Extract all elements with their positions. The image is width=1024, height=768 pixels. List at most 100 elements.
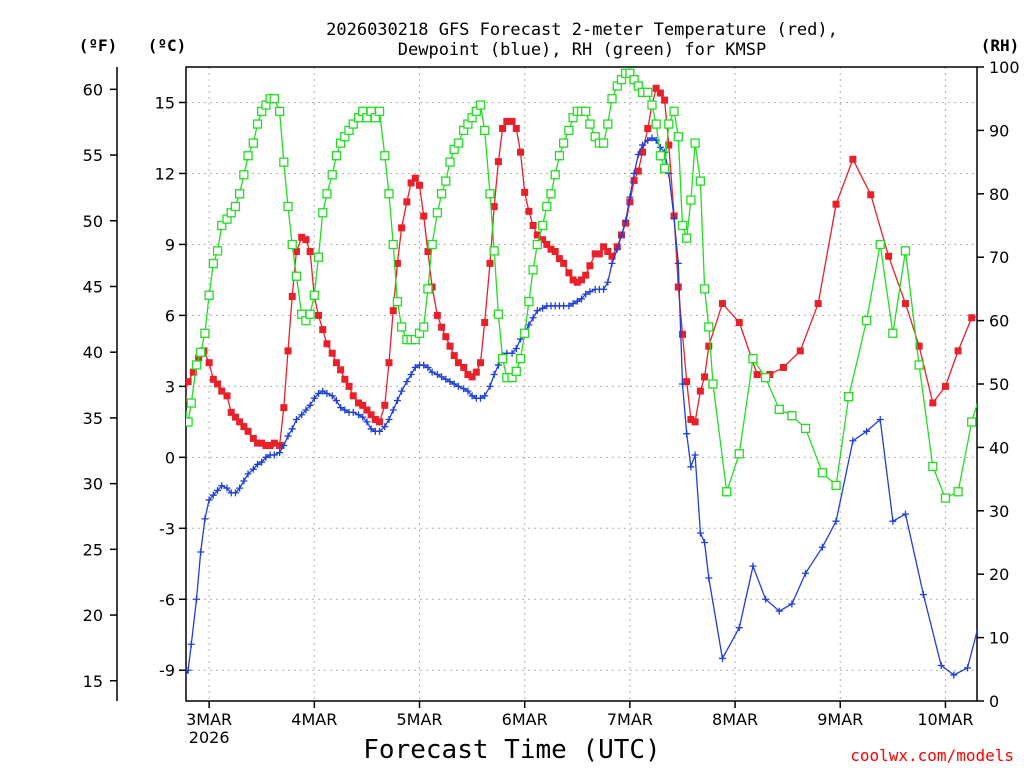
x-tick-label: 6MAR (502, 710, 548, 729)
temperature-point (186, 378, 192, 386)
f-tick-label: 35 (83, 409, 103, 428)
temperature-point (349, 392, 357, 400)
dewpoint-point (468, 392, 476, 400)
dewpoint-point (407, 371, 415, 379)
rh-point (677, 220, 688, 231)
source-credit: coolwx.com/models (850, 746, 1014, 765)
dewpoint-point (398, 387, 406, 395)
rh-point (493, 309, 504, 319)
dewpoint-point (512, 345, 520, 353)
temperature-point (678, 330, 686, 338)
dewpoint-point (701, 539, 709, 546)
c-tick-label: 15 (155, 93, 175, 112)
temperature-point (363, 406, 371, 414)
temperature-point (266, 442, 274, 450)
temperature-point (915, 342, 923, 350)
temperature-point (284, 347, 292, 355)
dewpoint-point (569, 300, 577, 308)
temperature-point (494, 158, 502, 166)
rh-point (396, 322, 407, 332)
temperature-point (345, 382, 353, 390)
temperature-point (446, 342, 454, 350)
dewpoint-point (600, 285, 608, 293)
x-tick-label: 3MAR (186, 710, 232, 729)
rh-point (550, 170, 560, 180)
dewpoint-point (359, 413, 367, 421)
dewpoint-point (292, 415, 300, 423)
rh-point (475, 100, 486, 110)
dewpoint-point (315, 389, 323, 397)
temperature-point (569, 276, 577, 284)
rh-point (722, 487, 732, 497)
temperature-point (424, 248, 432, 256)
temperature-point (753, 371, 761, 379)
dewpoint-point (901, 510, 909, 518)
rh-point (643, 87, 653, 98)
rh-point (875, 239, 885, 250)
dewpoint-point (420, 361, 428, 369)
dewpoint-point (186, 666, 192, 674)
dewpoint-point (460, 385, 468, 393)
dewpoint-point (218, 482, 226, 490)
temperature-point (292, 248, 300, 256)
temperature-point (236, 418, 244, 426)
dewpoint-point (749, 562, 757, 570)
temperature-point (595, 250, 603, 258)
temperature-point (600, 243, 608, 251)
dewpoint-point (205, 496, 213, 504)
rh-point (695, 176, 706, 186)
c-tick-label: 6 (165, 306, 175, 325)
dewpoint-point (341, 406, 349, 414)
temperature-point (258, 439, 266, 447)
rh-point (686, 195, 696, 205)
rh-point (445, 157, 455, 167)
rh-point (291, 271, 302, 281)
rh-point (309, 290, 319, 300)
dewpoint-point (656, 143, 664, 151)
dewpoint-point (201, 515, 209, 523)
rh-point (524, 296, 534, 307)
temperature-point (796, 347, 804, 355)
temperature-point (420, 212, 428, 220)
rh-point (861, 315, 872, 326)
temperature-point (442, 333, 450, 341)
dewpoint-point (428, 368, 436, 376)
temperature-point (701, 373, 709, 381)
temperature-point (438, 323, 446, 331)
dewpoint-point (565, 302, 573, 310)
rh-tick-label: 90 (989, 121, 1009, 140)
temperature-point (433, 311, 441, 319)
x-tick-label: 5MAR (396, 710, 442, 729)
temperature-point (398, 224, 406, 232)
x-tick-label: 9MAR (817, 710, 863, 729)
temperature-point (656, 89, 664, 97)
temperature-point (486, 259, 494, 267)
temperature-point (214, 380, 222, 388)
dewpoint-point (355, 411, 363, 419)
dewpoint-point (403, 378, 411, 386)
dewpoint-point (582, 290, 590, 298)
rh-point (384, 189, 394, 199)
f-tick-label: 15 (83, 672, 103, 691)
dewpoint-point (937, 662, 945, 670)
dewpoint-point (622, 217, 630, 225)
rh-point (436, 189, 447, 199)
temperature-point (367, 411, 375, 419)
chart-title-line1: 2026030218 GFS Forecast 2-meter Temperat… (326, 20, 838, 40)
dewpoint-point (424, 363, 432, 371)
rh-point (497, 353, 508, 364)
rh-point (279, 157, 289, 167)
dewpoint-point (696, 529, 704, 537)
temperature-point (416, 181, 424, 189)
temperature-point (407, 179, 415, 187)
dewpoint-point (529, 314, 537, 322)
dewpoint-point (832, 517, 840, 525)
dewpoint-point (863, 427, 871, 435)
temperature-point (954, 347, 962, 355)
dewpoint-point (249, 465, 257, 473)
dewpoint-point (762, 595, 770, 603)
dewpoint-point (310, 394, 318, 402)
temperature-point (319, 326, 327, 334)
rh-point (485, 189, 495, 199)
temperature-point (674, 283, 682, 291)
